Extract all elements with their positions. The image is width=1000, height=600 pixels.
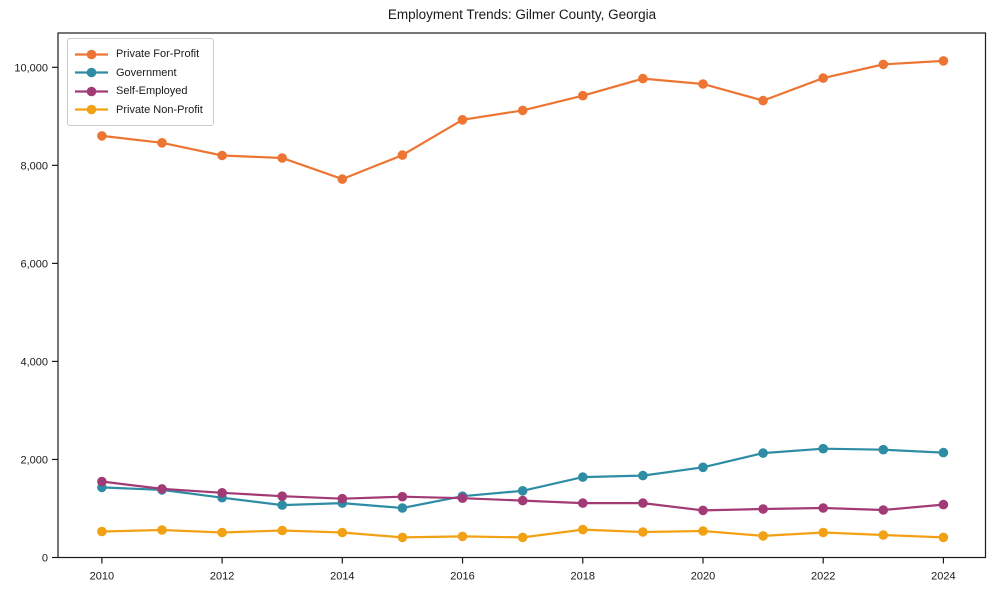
legend-item-private-non-profit: Private Non-Profit (75, 101, 205, 119)
legend-label: Government (116, 66, 177, 79)
y-axis-tick-label: 8,000 (20, 160, 48, 172)
data-point (878, 505, 889, 515)
data-point (758, 95, 768, 106)
x-axis-tick-label: 2016 (450, 571, 474, 583)
data-point (397, 503, 408, 513)
data-point (277, 500, 288, 510)
data-point (818, 503, 828, 513)
data-point (97, 476, 107, 487)
legend-label: Private Non-Profit (116, 103, 203, 116)
data-point (457, 531, 468, 542)
y-axis-tick-label: 0 (42, 553, 48, 565)
legend-item-government: Government (75, 64, 205, 82)
data-point (517, 495, 528, 506)
plot-border (57, 32, 987, 559)
data-point (698, 462, 708, 473)
data-point (938, 56, 949, 66)
legend-label: Private For-Profit (116, 48, 200, 60)
data-point (638, 73, 648, 84)
data-point (758, 531, 768, 541)
data-point (277, 153, 288, 163)
data-point (698, 505, 708, 516)
data-point (217, 527, 227, 538)
data-point (578, 90, 588, 101)
data-point (878, 59, 889, 70)
x-axis-tick-label: 2022 (811, 571, 835, 583)
chart-legend: Private For-Profit Government Self-Emplo… (67, 38, 214, 126)
data-point (638, 470, 648, 481)
data-point (397, 491, 408, 502)
legend-swatch-line-marker-icon (75, 105, 108, 115)
data-point (97, 131, 107, 141)
x-axis-tick-label: 2010 (90, 571, 114, 583)
legend-swatch-line-marker-icon (75, 67, 108, 78)
data-point (517, 532, 528, 543)
data-point (517, 105, 528, 116)
legend-swatch-line-marker-icon (75, 86, 108, 97)
legend-swatch-line-marker-icon (75, 49, 108, 59)
data-point (938, 499, 949, 510)
y-axis-tick-label: 6,000 (20, 258, 48, 270)
data-point (337, 174, 348, 184)
data-point (457, 115, 468, 125)
x-axis-tick-label: 2012 (210, 571, 234, 583)
data-point (97, 526, 107, 537)
y-axis-tick-label: 2,000 (20, 454, 48, 466)
data-point (578, 498, 588, 508)
data-point (818, 73, 828, 83)
series-line-private-for-profit (101, 59, 944, 181)
data-point (638, 527, 648, 537)
data-point (698, 79, 708, 89)
data-point (397, 532, 408, 543)
y-axis-tick-label: 4,000 (20, 356, 48, 368)
data-point (517, 486, 528, 496)
data-point (277, 491, 288, 502)
data-point (938, 447, 949, 458)
data-point (157, 138, 167, 148)
x-axis-tick-label: 2020 (691, 571, 715, 583)
x-axis-tick-label: 2014 (330, 571, 354, 583)
data-point (157, 525, 167, 535)
data-point (818, 527, 828, 538)
data-point (758, 504, 768, 514)
legend-label: Self-Employed (116, 85, 188, 98)
data-point (638, 498, 648, 508)
data-point (157, 484, 167, 494)
data-point (217, 150, 227, 161)
chart-title: Employment Trends: Gilmer County, Georgi… (387, 7, 657, 22)
legend-item-self-employed: Self-Employed (75, 82, 205, 100)
data-point (217, 488, 227, 498)
data-point (698, 526, 708, 536)
data-point (397, 150, 408, 160)
data-point (578, 472, 588, 482)
data-point (337, 493, 348, 504)
legend-item-private-for-profit: Private For-Profit (75, 45, 205, 63)
data-point (938, 532, 949, 543)
y-axis-tick-label: 10,000 (14, 62, 48, 74)
data-point (818, 443, 828, 454)
data-point (758, 448, 768, 458)
data-point (878, 444, 889, 455)
data-point (878, 530, 889, 540)
data-point (337, 527, 348, 538)
data-point (277, 525, 288, 536)
data-point (457, 493, 468, 504)
x-axis-tick-label: 2024 (931, 571, 955, 583)
data-point (578, 524, 588, 535)
x-axis-tick-label: 2018 (571, 571, 595, 583)
